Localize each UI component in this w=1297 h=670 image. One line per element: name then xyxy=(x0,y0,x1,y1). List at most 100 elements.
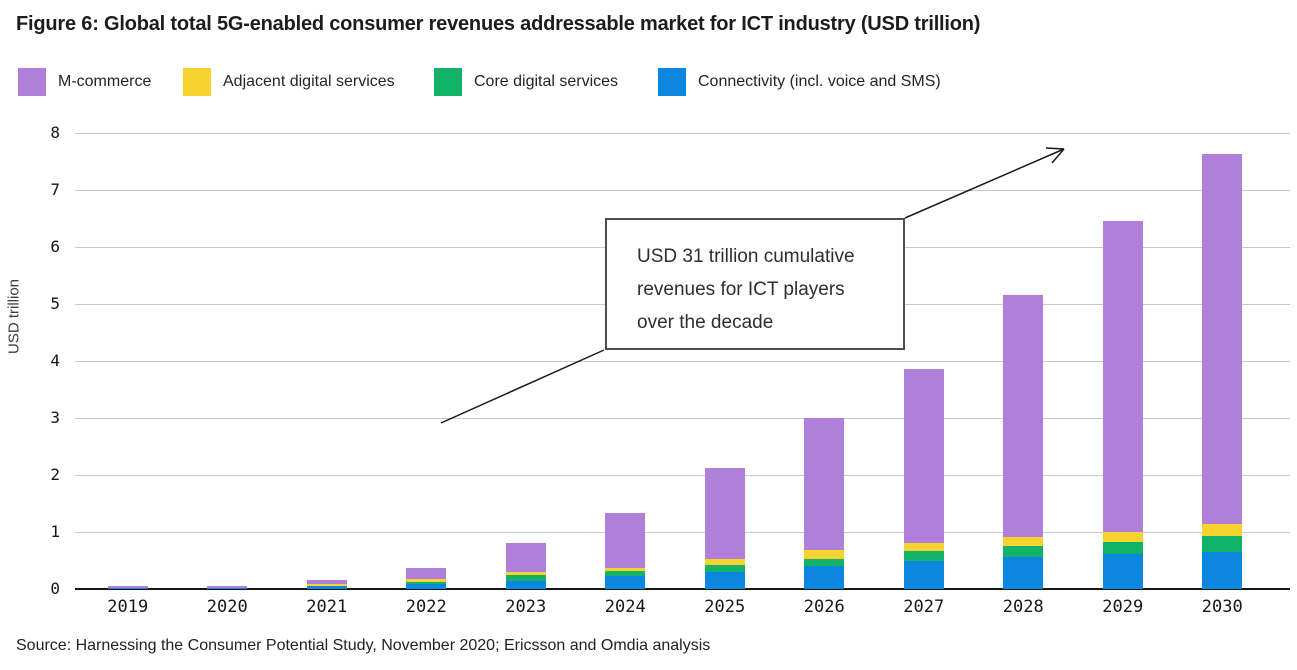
y-axis-label: USD trillion xyxy=(5,279,23,355)
x-tick-label-2022: 2022 xyxy=(405,597,447,617)
x-tick-label-2030: 2030 xyxy=(1201,597,1243,617)
bar-segment-2025-core-digital-services xyxy=(704,565,745,572)
bar-2021 xyxy=(306,579,347,589)
bar-segment-2023-adjacent-digital-services xyxy=(505,572,546,576)
bar-segment-2022-adjacent-digital-services xyxy=(406,578,447,583)
bar-2030 xyxy=(1202,154,1243,589)
legend-item-core-digital-services: Core digital services xyxy=(434,68,618,96)
bar-segment-2021-connectivity-incl-voice-and-sms xyxy=(306,586,347,589)
bar-slot-2029 xyxy=(1073,133,1173,589)
gridline-y2 xyxy=(75,474,1290,476)
bar-segment-2022-m-commerce xyxy=(406,568,447,579)
bar-segment-2030-m-commerce xyxy=(1202,154,1243,524)
bar-2024 xyxy=(605,513,646,589)
bar-segment-2027-m-commerce xyxy=(903,369,944,543)
bar-segment-2030-core-digital-services xyxy=(1202,535,1243,552)
y-tick-label-2: 2 xyxy=(50,465,60,484)
legend-item-adjacent-digital-services: Adjacent digital services xyxy=(183,68,395,96)
bar-2019 xyxy=(107,586,148,589)
bar-segment-2022-core-digital-services xyxy=(406,582,447,584)
gridline-y1 xyxy=(75,531,1290,533)
bar-segment-2024-m-commerce xyxy=(605,513,646,568)
bar-segment-2024-adjacent-digital-services xyxy=(605,567,646,571)
annotation-text: USD 31 trillion cumulative revenues for … xyxy=(637,246,855,333)
bar-segment-2028-adjacent-digital-services xyxy=(1003,537,1044,547)
bar-segment-2029-adjacent-digital-services xyxy=(1102,532,1143,542)
bar-2028 xyxy=(1003,295,1044,589)
x-tick-label-2027: 2027 xyxy=(903,597,945,617)
bar-slot-2027 xyxy=(874,133,974,589)
bar-segment-2027-adjacent-digital-services xyxy=(903,542,944,552)
legend-label: Connectivity (incl. voice and SMS) xyxy=(698,73,941,90)
figure-title: Figure 6: Global total 5G-enabled consum… xyxy=(16,13,981,35)
legend-label: M-commerce xyxy=(58,73,152,90)
bar-segment-2030-connectivity-incl-voice-and-sms xyxy=(1202,551,1243,589)
x-tick-label-2028: 2028 xyxy=(1002,597,1044,617)
gridline-y8 xyxy=(75,132,1290,134)
x-tick-label-2019: 2019 xyxy=(107,597,149,617)
bar-segment-2023-m-commerce xyxy=(505,542,546,573)
y-tick-label-7: 7 xyxy=(50,180,60,199)
bar-slot-2022 xyxy=(377,133,477,589)
bar-segment-2028-m-commerce xyxy=(1003,295,1044,538)
bar-segment-2026-m-commerce xyxy=(804,418,845,550)
x-axis-line xyxy=(75,588,1290,590)
bar-segment-2020-m-commerce xyxy=(207,586,248,588)
bar-2023 xyxy=(505,542,546,589)
bar-slot-2025 xyxy=(675,133,775,589)
bar-slot-2028 xyxy=(974,133,1074,589)
bar-2026 xyxy=(804,418,845,589)
bar-segment-2029-connectivity-incl-voice-and-sms xyxy=(1102,554,1143,589)
x-tick-label-2023: 2023 xyxy=(505,597,547,617)
legend-swatch-adjacent-digital-services xyxy=(183,68,211,96)
y-tick-label-6: 6 xyxy=(50,237,60,256)
bar-segment-2028-core-digital-services xyxy=(1003,546,1044,557)
bar-segment-2019-connectivity-incl-voice-and-sms xyxy=(107,588,148,589)
x-tick-label-2029: 2029 xyxy=(1102,597,1144,617)
y-tick-label-3: 3 xyxy=(50,408,60,427)
bar-segment-2022-connectivity-incl-voice-and-sms xyxy=(406,583,447,589)
legend-item-m-commerce: M-commerce xyxy=(18,68,151,96)
x-tick-label-2024: 2024 xyxy=(604,597,646,617)
bar-2020 xyxy=(207,586,248,589)
bar-2022 xyxy=(406,568,447,589)
y-tick-label-5: 5 xyxy=(50,294,60,313)
bar-slot-2023 xyxy=(476,133,576,589)
y-tick-label-0: 0 xyxy=(50,579,60,598)
bar-segment-2028-connectivity-incl-voice-and-sms xyxy=(1003,556,1044,589)
legend-label: Core digital services xyxy=(474,73,619,90)
bar-slot-2026 xyxy=(775,133,875,589)
bar-segment-2023-core-digital-services xyxy=(505,575,546,581)
bar-segment-2021-adjacent-digital-services xyxy=(306,583,347,586)
bar-slot-2024 xyxy=(576,133,676,589)
bar-segment-2024-core-digital-services xyxy=(605,570,646,576)
gridline-y7 xyxy=(75,189,1290,191)
bar-segment-2025-m-commerce xyxy=(704,468,745,560)
bar-segment-2025-connectivity-incl-voice-and-sms xyxy=(704,571,745,589)
gridline-y4 xyxy=(75,360,1290,362)
bar-segment-2020-connectivity-incl-voice-and-sms xyxy=(207,588,248,589)
annotation-callout-box: USD 31 trillion cumulative revenues for … xyxy=(605,218,905,350)
bar-slot-2020 xyxy=(178,133,278,589)
legend-item-connectivity: Connectivity (incl. voice and SMS) xyxy=(658,68,941,96)
x-tick-label-2020: 2020 xyxy=(206,597,248,617)
bar-segment-2026-adjacent-digital-services xyxy=(804,549,845,559)
bar-segment-2030-adjacent-digital-services xyxy=(1202,523,1243,536)
bar-2027 xyxy=(903,369,944,589)
y-tick-label-8: 8 xyxy=(50,123,60,142)
legend-swatch-core-digital-services xyxy=(434,68,462,96)
bar-segment-2019-m-commerce xyxy=(107,586,148,588)
x-tick-label-2026: 2026 xyxy=(803,597,845,617)
bar-segment-2024-connectivity-incl-voice-and-sms xyxy=(605,575,646,589)
bar-segment-2023-connectivity-incl-voice-and-sms xyxy=(505,581,546,589)
bar-segment-2027-connectivity-incl-voice-and-sms xyxy=(903,560,944,589)
bar-2029 xyxy=(1102,221,1143,589)
bar-segment-2026-connectivity-incl-voice-and-sms xyxy=(804,565,845,589)
bar-2025 xyxy=(704,468,745,589)
bar-slot-2019 xyxy=(78,133,178,589)
bar-segment-2019-adjacent-digital-services xyxy=(107,587,148,589)
legend-swatch-m-commerce xyxy=(18,68,46,96)
y-tick-label-1: 1 xyxy=(50,522,60,541)
bar-segment-2026-core-digital-services xyxy=(804,558,845,566)
x-tick-label-2021: 2021 xyxy=(306,597,348,617)
